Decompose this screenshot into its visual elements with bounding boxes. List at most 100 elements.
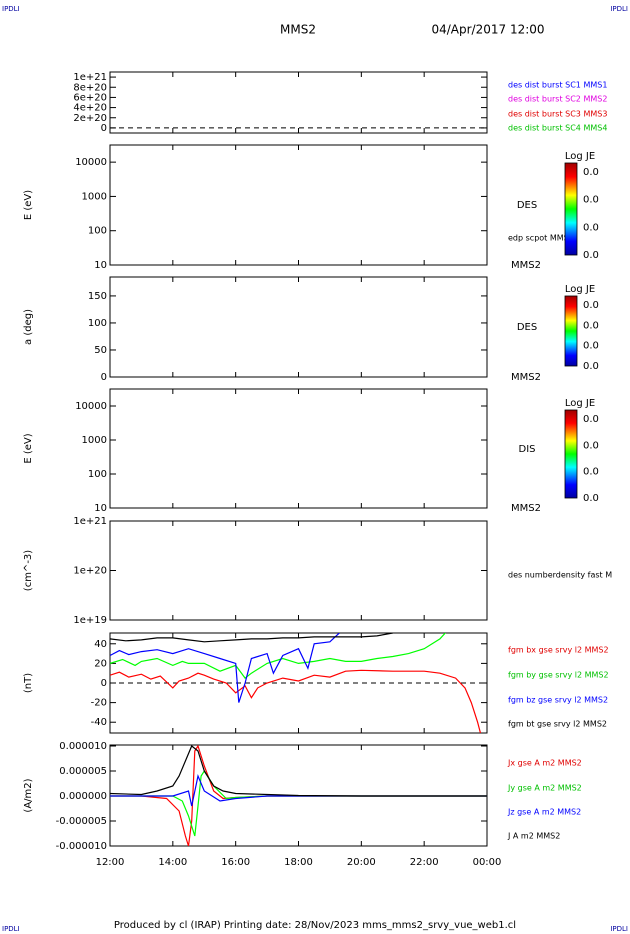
y-tick-label: 0 <box>101 123 107 134</box>
colorbar-label: 0.0 <box>583 250 599 261</box>
corner-label: IPDLI <box>2 925 20 933</box>
legend-label: MMS2 <box>511 260 541 271</box>
y-tick-label: 0.000010 <box>59 741 107 752</box>
date: 04/Apr/2017 12:00 <box>431 23 544 37</box>
y-tick-label: 1e+21 <box>73 516 107 527</box>
panel-frame <box>109 388 488 509</box>
panel-frame <box>109 144 488 266</box>
legend-label: DES <box>517 322 537 333</box>
y-tick-label: 6e+20 <box>73 92 107 103</box>
y-tick-label: 150 <box>88 291 107 302</box>
x-tick-label: 12:00 <box>96 857 125 868</box>
panel-frame <box>109 520 488 621</box>
legend-label: fgm by gse srvy l2 MMS2 <box>508 671 609 680</box>
footer: Produced by cl (IRAP) Printing date: 28/… <box>114 920 516 931</box>
legend-label: DIS <box>519 444 536 455</box>
y-tick-label: 1000 <box>82 435 107 446</box>
colorbar-label: 0.0 <box>583 300 599 311</box>
y-tick-label: 50 <box>94 345 107 356</box>
colorbar-label: 0.0 <box>583 361 599 372</box>
y-tick-label: 0.000005 <box>59 766 107 777</box>
series-line <box>110 773 487 807</box>
y-axis-label: a (deg) <box>23 309 34 345</box>
y-tick-label: 0 <box>101 678 107 689</box>
colorbar <box>564 295 578 367</box>
y-tick-label: 1e+20 <box>73 566 107 577</box>
y-tick-label: 100 <box>88 226 107 237</box>
y-tick-label: 100 <box>88 469 107 480</box>
series-line <box>110 769 487 837</box>
legend-label: Jx gse A m2 MMS2 <box>507 759 582 768</box>
y-axis-label: (A/m2) <box>23 778 34 812</box>
y-tick-label: 100 <box>88 318 107 329</box>
colorbar-label: 0.0 <box>583 195 599 206</box>
legend-label: J A m2 MMS2 <box>507 832 560 841</box>
series-line <box>110 633 393 643</box>
x-tick-label: 00:00 <box>473 857 502 868</box>
spacecraft: MMS2 <box>280 23 316 37</box>
x-tick-label: 14:00 <box>158 857 187 868</box>
y-tick-label: -20 <box>91 698 107 709</box>
x-tick-label: 16:00 <box>221 857 250 868</box>
legend-label: fgm bz gse srvy l2 MMS2 <box>508 696 608 705</box>
colorbar-label: 0.0 <box>583 320 599 331</box>
y-tick-label: 40 <box>94 639 107 650</box>
y-tick-label: -0.000010 <box>56 841 107 852</box>
y-tick-label: 10 <box>94 260 107 271</box>
y-tick-label: 4e+20 <box>73 103 107 114</box>
legend-label: edp scpot MMS2 <box>508 234 574 243</box>
y-axis-label: (nT) <box>23 673 34 693</box>
legend-label: fgm bx gse srvy l2 MMS2 <box>508 646 609 655</box>
y-tick-label: 10000 <box>75 401 107 412</box>
y-tick-label: -40 <box>91 717 107 728</box>
x-tick-label: 18:00 <box>284 857 313 868</box>
colorbar <box>564 162 578 256</box>
series-line <box>110 669 482 733</box>
y-tick-label: 1e+19 <box>73 615 107 626</box>
legend-label: des dist burst SC1 MMS1 <box>508 81 607 90</box>
legend-label: des numberdensity fast M <box>508 571 612 580</box>
legend-label: des dist burst SC3 MMS3 <box>508 110 607 119</box>
colorbar-label: 0.0 <box>583 493 599 504</box>
y-tick-label: -0.000005 <box>56 816 107 827</box>
colorbar-label: 0.0 <box>583 341 599 352</box>
series-line <box>110 745 487 797</box>
colorbar-title: Log JE <box>565 151 595 162</box>
y-tick-label: 1e+21 <box>73 72 107 83</box>
y-tick-label: 10 <box>94 503 107 514</box>
colorbar-label: 0.0 <box>583 167 599 178</box>
series-line <box>110 633 340 703</box>
x-tick-label: 22:00 <box>410 857 439 868</box>
y-tick-label: 0.000000 <box>59 791 107 802</box>
legend-label: des dist burst SC4 MMS4 <box>508 124 607 133</box>
legend-label: des dist burst SC2 MMS2 <box>508 95 607 104</box>
y-tick-label: 20 <box>94 658 107 669</box>
y-axis-label: E (eV) <box>23 433 34 463</box>
y-tick-label: 8e+20 <box>73 82 107 93</box>
colorbar-label: 0.0 <box>583 440 599 451</box>
panel-frame <box>109 71 488 134</box>
y-axis-label: (cm^-3) <box>23 550 34 591</box>
y-axis-label: E (eV) <box>23 190 34 220</box>
legend-label: Jy gse A m2 MMS2 <box>507 784 582 793</box>
colorbar <box>564 409 578 499</box>
y-tick-label: 2e+20 <box>73 113 107 124</box>
colorbar-title: Log JE <box>565 398 595 409</box>
legend-label: DES <box>517 200 537 211</box>
colorbar-label: 0.0 <box>583 222 599 233</box>
y-tick-label: 1000 <box>82 191 107 202</box>
corner-label: IPDLI <box>610 925 628 933</box>
y-tick-label: 10000 <box>75 157 107 168</box>
x-tick-label: 20:00 <box>347 857 376 868</box>
colorbar-label: 0.0 <box>583 467 599 478</box>
legend-label: Jz gse A m2 MMS2 <box>507 808 581 817</box>
legend-label: fgm bt gse srvy l2 MMS2 <box>508 720 607 729</box>
colorbar-label: 0.0 <box>583 414 599 425</box>
y-tick-label: 0 <box>101 372 107 383</box>
colorbar-title: Log JE <box>565 284 595 295</box>
legend-label: MMS2 <box>511 372 541 383</box>
corner-label: IPDLI <box>610 5 628 13</box>
corner-label: IPDLI <box>2 5 20 13</box>
panel-frame <box>109 276 488 378</box>
